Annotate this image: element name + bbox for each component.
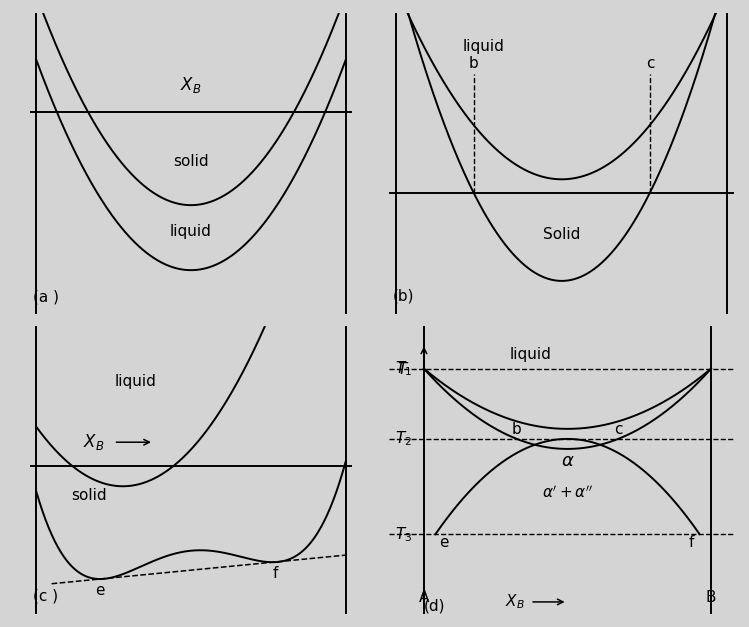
Text: $X_B$: $X_B$ xyxy=(181,75,201,95)
Text: liquid: liquid xyxy=(115,374,157,389)
Text: (a ): (a ) xyxy=(33,290,59,305)
Text: liquid: liquid xyxy=(510,347,552,362)
Text: $X_B$: $X_B$ xyxy=(505,593,524,611)
Text: e: e xyxy=(95,583,105,598)
Text: f: f xyxy=(273,566,279,581)
Text: $\alpha' + \alpha''$: $\alpha' + \alpha''$ xyxy=(542,485,593,501)
Text: e: e xyxy=(439,535,449,550)
Text: c: c xyxy=(646,56,654,71)
Text: A: A xyxy=(419,590,429,605)
Text: (b): (b) xyxy=(392,288,414,303)
Text: Solid: Solid xyxy=(543,227,580,242)
Text: $T_3$: $T_3$ xyxy=(395,525,413,544)
Text: liquid: liquid xyxy=(170,224,212,239)
Text: b: b xyxy=(512,422,521,437)
Text: b: b xyxy=(469,56,479,71)
Text: solid: solid xyxy=(173,154,209,169)
Text: $T_2$: $T_2$ xyxy=(395,429,413,448)
Text: c: c xyxy=(614,422,622,437)
Text: B: B xyxy=(706,590,716,605)
Text: $\alpha$: $\alpha$ xyxy=(561,452,574,470)
Text: $T_1$: $T_1$ xyxy=(395,359,413,378)
Text: liquid: liquid xyxy=(462,39,504,54)
Text: (c ): (c ) xyxy=(33,589,58,603)
Text: $X_B$: $X_B$ xyxy=(83,432,104,452)
Text: $T$: $T$ xyxy=(397,361,410,377)
Text: (d): (d) xyxy=(424,599,446,614)
Text: f: f xyxy=(688,535,694,550)
Text: solid: solid xyxy=(71,488,106,503)
